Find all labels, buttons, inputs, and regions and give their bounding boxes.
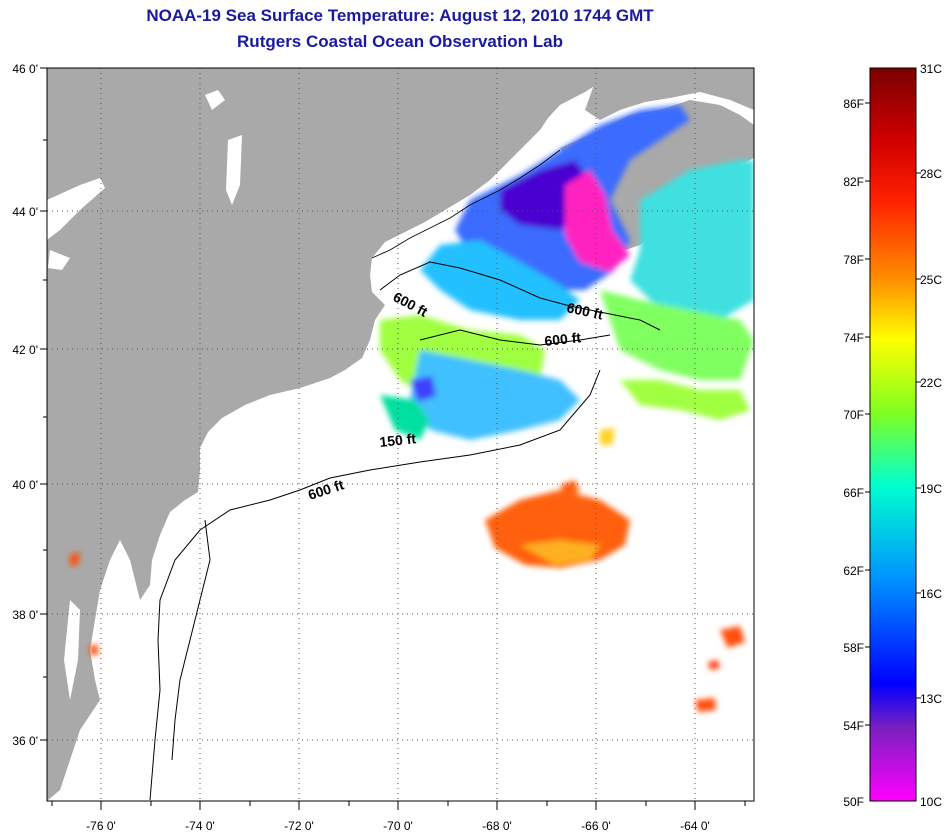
colorbar-label-c: 22C	[920, 376, 942, 390]
colorbar-label-f: 54F	[843, 719, 864, 733]
lon-label: -66 0'	[581, 819, 611, 833]
colorbar-label-f: 82F	[843, 175, 864, 189]
lon-label: -68 0'	[482, 819, 512, 833]
colorbar-label-c: 31C	[920, 62, 942, 76]
colorbar-label-f: 50F	[843, 795, 864, 809]
colorbar-fahrenheit-labels: 86F 82F 78F 74F 70F 66F 62F 58F 54F 50F	[843, 97, 864, 809]
colorbar-label-c: 13C	[920, 692, 942, 706]
colorbar	[869, 67, 917, 802]
axis-ticks	[40, 67, 746, 810]
colorbar-label-c: 19C	[920, 482, 942, 496]
depth-label: 150 ft	[379, 430, 417, 450]
colorbar-label-c: 28C	[920, 167, 942, 181]
colorbar-label-f: 66F	[843, 486, 864, 500]
map-title: NOAA-19 Sea Surface Temperature: August …	[146, 6, 654, 25]
sst-data-layer	[70, 105, 754, 712]
colorbar-label-c: 16C	[920, 587, 942, 601]
colorbar-label-f: 70F	[843, 408, 864, 422]
colorbar-label-f: 78F	[843, 253, 864, 267]
colorbar-label-f: 86F	[843, 97, 864, 111]
lon-label: -64 0'	[680, 819, 710, 833]
depth-contours	[149, 261, 661, 801]
graticule	[47, 68, 754, 801]
depth-label: 600 ft	[544, 329, 582, 349]
colorbar-ticks	[865, 102, 921, 726]
colorbar-celsius-labels: 31C 28C 25C 22C 19C 16C 13C 10C	[920, 62, 942, 809]
lat-label: 44 0'	[12, 205, 38, 219]
lat-label: 46 0'	[12, 62, 38, 76]
land-us	[47, 68, 604, 801]
lon-label: -72 0'	[284, 819, 314, 833]
map-frame	[46, 67, 755, 802]
lon-label: -74 0'	[185, 819, 215, 833]
colorbar-label-c: 10C	[920, 795, 942, 809]
latitude-labels: 46 0' 44 0' 42 0' 40 0' 38 0' 36 0'	[12, 62, 38, 748]
land-canada-north	[585, 68, 754, 120]
colorbar-label-f: 58F	[843, 641, 864, 655]
lat-label: 40 0'	[12, 478, 38, 492]
lat-label: 38 0'	[12, 608, 38, 622]
depth-label: 600 ft	[565, 299, 604, 322]
lat-label: 36 0'	[12, 734, 38, 748]
colorbar-label-f: 62F	[843, 564, 864, 578]
colorbar-label-f: 74F	[843, 331, 864, 345]
colorbar-label-c: 25C	[920, 273, 942, 287]
lon-label: -70 0'	[383, 819, 413, 833]
lon-label: -76 0'	[86, 819, 116, 833]
map-subtitle: Rutgers Coastal Ocean Observation Lab	[237, 32, 563, 51]
longitude-labels: -76 0' -74 0' -72 0' -70 0' -68 0' -66 0…	[86, 819, 710, 833]
lat-label: 42 0'	[12, 343, 38, 357]
